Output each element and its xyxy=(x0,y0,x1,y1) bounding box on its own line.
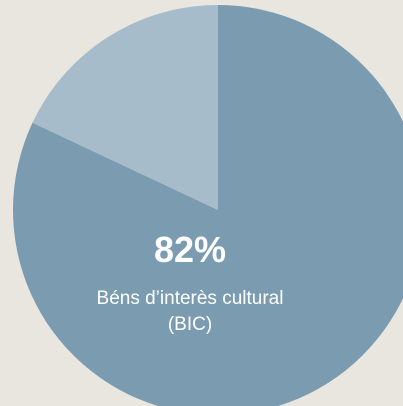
slice-name-line-2: (BIC) xyxy=(167,314,213,335)
pie-slice-bic xyxy=(13,5,403,406)
slice-value-label: 82% xyxy=(153,229,227,270)
pie-slice-other xyxy=(32,5,219,210)
slice-name-line-1: Béns d’interès cultural xyxy=(96,288,284,309)
slice-name-label: Béns d’interès cultural (BIC) xyxy=(90,286,290,338)
